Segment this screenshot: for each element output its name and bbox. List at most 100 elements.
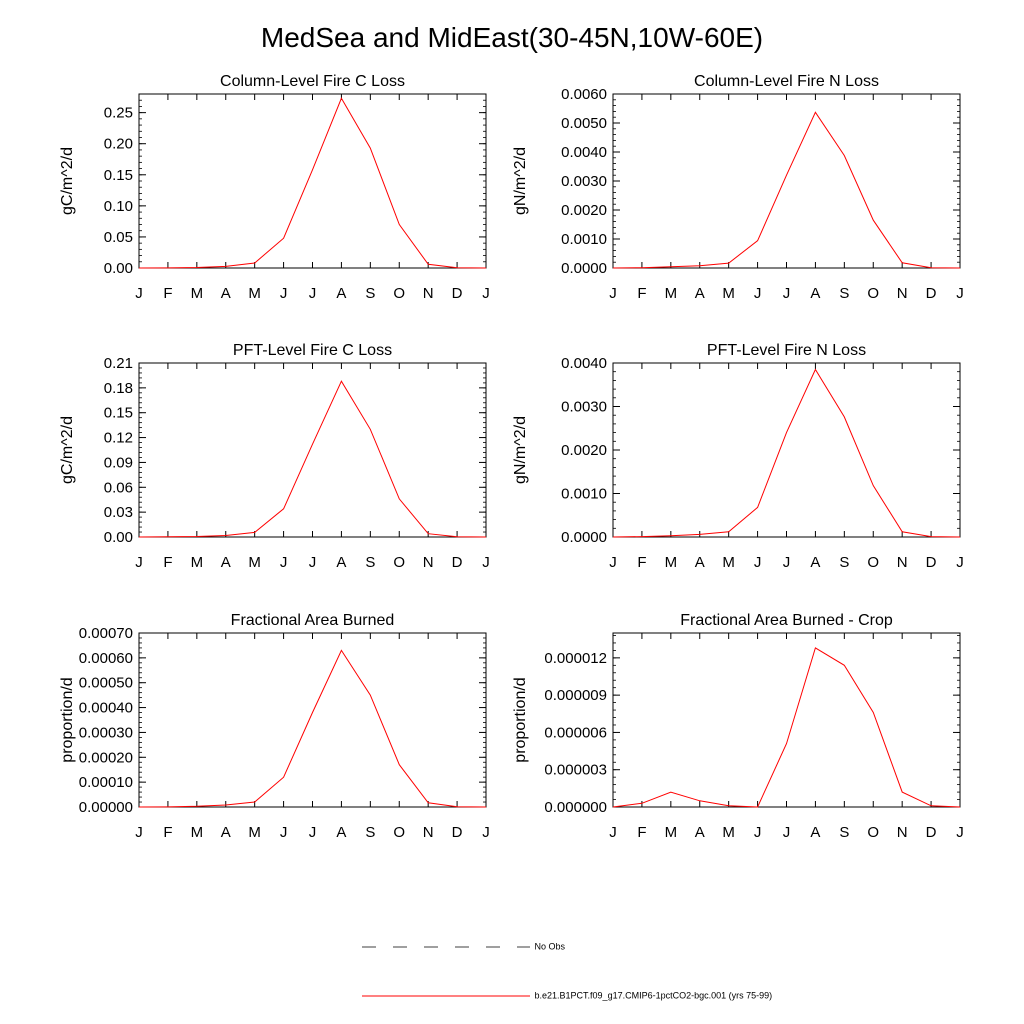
x-tick-label: D: [452, 824, 463, 841]
y-axis-label: gN/m^2/d: [512, 416, 529, 484]
y-tick-label: 0.06: [104, 479, 133, 496]
chart-panel-6: J F M A M J J A S O N D J0.0000000.0000030.0000060.0…: [512, 612, 964, 841]
x-tick-label: J: [783, 824, 791, 841]
y-tick-label: 0.20: [104, 136, 133, 153]
x-tick-label: F: [637, 554, 646, 571]
x-tick-label: O: [867, 554, 879, 571]
x-tick-label: A: [810, 285, 820, 302]
plot-frame: [138, 632, 487, 808]
y-tick-label: 0.0000: [561, 529, 607, 546]
x-tick-label: M: [191, 554, 204, 571]
x-tick-label: A: [221, 824, 231, 841]
series-line: [138, 649, 487, 808]
x-tick-label: D: [452, 285, 463, 302]
x-tick-label: O: [867, 824, 879, 841]
y-axis-label: gC/m^2/d: [59, 147, 76, 215]
x-tick-label: J: [309, 554, 317, 571]
x-tick-label: J: [609, 824, 617, 841]
y-tick-label: 0.09: [104, 454, 133, 471]
x-tick-label: J: [135, 554, 143, 571]
x-tick-label: A: [695, 824, 705, 841]
x-tick-label: M: [665, 554, 678, 571]
y-tick-label: 0.00030: [79, 724, 133, 741]
x-tick-label: F: [637, 285, 646, 302]
x-tick-label: F: [163, 554, 172, 571]
x-tick-label: N: [423, 554, 434, 571]
y-tick-label: 0.25: [104, 105, 133, 122]
x-tick-label: N: [423, 285, 434, 302]
y-tick-label: 0.0060: [561, 86, 607, 103]
y-tick-label: 0.0040: [561, 355, 607, 372]
x-tick-label: N: [897, 824, 908, 841]
plot-frame: [138, 93, 487, 269]
x-tick-label: A: [810, 554, 820, 571]
x-tick-label: A: [336, 285, 346, 302]
y-axis-label: proportion/d: [59, 677, 76, 762]
panel-title: Fractional Area Burned: [231, 612, 395, 629]
y-tick-label: 0.00: [104, 529, 133, 546]
chart-panel-3: J F M A M J J A S O N D J0.000.030.060.090.120.150.1…: [59, 342, 490, 571]
x-tick-label: S: [365, 824, 375, 841]
y-tick-label: 0.000009: [544, 687, 607, 704]
y-tick-label: 0.0020: [561, 442, 607, 459]
x-tick-label: A: [695, 554, 705, 571]
series-line: [138, 380, 487, 538]
x-tick-label: M: [665, 824, 678, 841]
x-tick-label: A: [336, 824, 346, 841]
panel-title: Column-Level Fire N Loss: [694, 73, 879, 90]
y-tick-label: 0.00040: [79, 700, 133, 717]
y-axis-label: gC/m^2/d: [59, 416, 76, 484]
x-tick-label: S: [839, 285, 849, 302]
legend-model-swatch: [362, 995, 530, 997]
panel-title: PFT-Level Fire C Loss: [233, 342, 392, 359]
x-tick-label: D: [926, 824, 937, 841]
x-tick-label: M: [722, 285, 735, 302]
y-tick-label: 0.000006: [544, 724, 607, 741]
y-tick-label: 0.0010: [561, 486, 607, 503]
x-tick-label: S: [839, 824, 849, 841]
x-tick-label: M: [722, 554, 735, 571]
x-tick-label: A: [336, 554, 346, 571]
x-tick-label: J: [783, 554, 791, 571]
x-tick-label: F: [637, 824, 646, 841]
x-tick-label: J: [956, 285, 964, 302]
x-tick-label: M: [248, 824, 261, 841]
y-tick-label: 0.15: [104, 167, 133, 184]
x-tick-label: F: [163, 824, 172, 841]
x-tick-label: J: [609, 285, 617, 302]
panel-title: PFT-Level Fire N Loss: [707, 342, 866, 359]
x-tick-label: D: [926, 285, 937, 302]
x-tick-label: J: [135, 285, 143, 302]
x-tick-label: A: [221, 285, 231, 302]
y-tick-label: 0.0010: [561, 231, 607, 248]
y-tick-label: 0.05: [104, 229, 133, 246]
x-tick-label: J: [754, 824, 762, 841]
x-tick-label: O: [393, 285, 405, 302]
plot-frame: [612, 632, 961, 808]
x-tick-label: A: [695, 285, 705, 302]
x-tick-label: J: [309, 824, 317, 841]
x-tick-label: M: [665, 285, 678, 302]
x-tick-label: S: [839, 554, 849, 571]
y-tick-label: 0.15: [104, 405, 133, 422]
x-tick-label: J: [783, 285, 791, 302]
figure-title: MedSea and MidEast(30-45N,10W-60E): [260, 22, 764, 53]
y-tick-label: 0.000000: [544, 799, 607, 816]
x-tick-label: N: [897, 285, 908, 302]
legend-obs-label: No Obs: [534, 941, 566, 952]
series-line: [138, 97, 487, 269]
legend-model: b.e21.B1PCT.f09_g17.CMIP6-1pctCO2-bgc.00…: [362, 989, 772, 1003]
y-tick-label: 0.00: [104, 260, 133, 277]
x-tick-label: J: [135, 824, 143, 841]
y-tick-label: 0.10: [104, 198, 133, 215]
chart-panel-5: J F M A M J J A S O N D J0.000000.000100.000200.0003…: [59, 612, 490, 841]
y-tick-label: 0.00060: [79, 650, 133, 667]
x-tick-label: N: [423, 824, 434, 841]
y-tick-label: 0.00010: [79, 774, 133, 791]
series-line: [612, 368, 961, 538]
x-tick-label: S: [365, 285, 375, 302]
x-tick-label: A: [810, 824, 820, 841]
x-tick-label: A: [221, 554, 231, 571]
x-tick-label: J: [280, 285, 288, 302]
